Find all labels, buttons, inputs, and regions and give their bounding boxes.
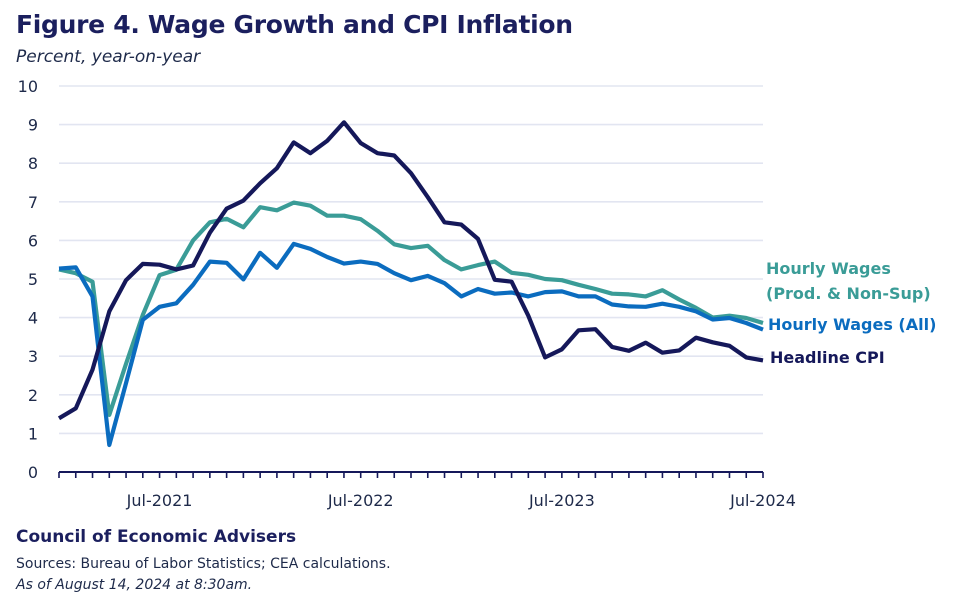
x-tick-label: Jul-2021 xyxy=(126,491,193,510)
x-tick-label: Jul-2022 xyxy=(327,491,394,510)
x-axis xyxy=(58,471,764,478)
y-tick-label: 5 xyxy=(28,270,38,289)
sources-note: Sources: Bureau of Labor Statistics; CEA… xyxy=(16,556,391,572)
y-tick-label: 0 xyxy=(28,463,38,482)
legend: Hourly Wages (Prod. & Non-Sup) Hourly Wage… xyxy=(766,259,936,367)
y-tick-label: 4 xyxy=(28,309,38,328)
x-axis-tick-labels: Jul-2021 Jul-2022 Jul-2023 Jul-2024 xyxy=(126,491,796,510)
y-tick-label: 3 xyxy=(28,347,38,366)
y-tick-label: 7 xyxy=(28,193,38,212)
legend-label: Hourly Wages xyxy=(766,259,891,278)
x-tick-label: Jul-2024 xyxy=(729,491,796,510)
as-of-date: As of August 14, 2024 at 8:30am. xyxy=(16,577,253,593)
y-axis-tick-labels: 0 1 2 3 4 5 6 7 8 9 10 xyxy=(18,77,38,482)
legend-label: (Prod. & Non-Sup) xyxy=(766,284,931,303)
y-tick-label: 2 xyxy=(28,386,38,405)
legend-label: Headline CPI xyxy=(770,348,885,367)
y-tick-label: 10 xyxy=(18,77,38,96)
source-organization: Council of Economic Advisers xyxy=(16,527,297,547)
series-lines xyxy=(57,120,764,448)
x-tick-label: Jul-2023 xyxy=(528,491,595,510)
y-tick-label: 6 xyxy=(28,231,38,250)
chart-subtitle: Percent, year-on-year xyxy=(16,47,201,67)
gridlines xyxy=(59,85,763,435)
chart-title: Figure 4. Wage Growth and CPI Inflation xyxy=(16,10,573,39)
y-tick-label: 1 xyxy=(28,424,38,443)
y-tick-label: 9 xyxy=(28,116,38,135)
series-line-hourly-wages-prod-non-sup xyxy=(58,200,764,417)
series-line-headline-cpi xyxy=(57,120,764,421)
y-tick-label: 8 xyxy=(28,154,38,173)
series-line-hourly-wages-all xyxy=(58,241,764,448)
legend-label: Hourly Wages (All) xyxy=(768,315,936,334)
